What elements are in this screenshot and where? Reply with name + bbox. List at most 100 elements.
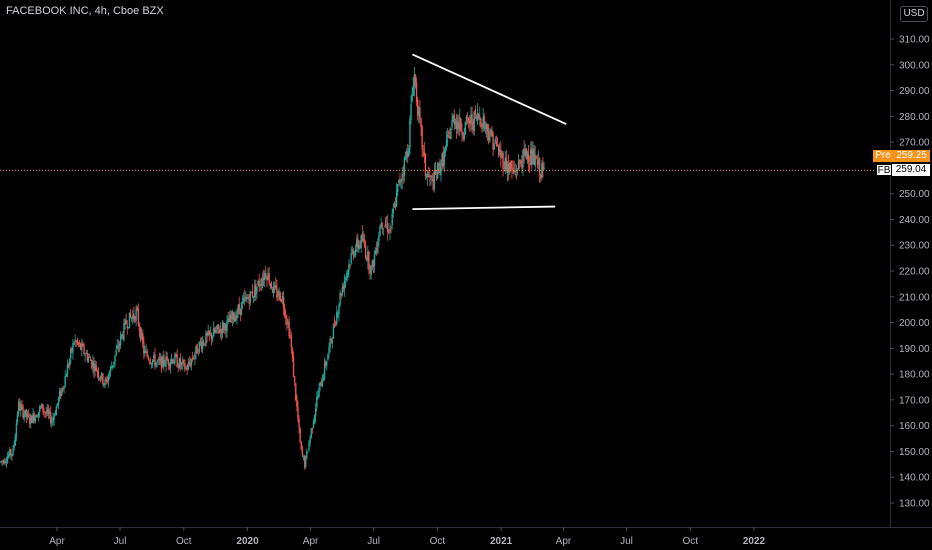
candle-body [65, 375, 67, 377]
candle-body [352, 250, 355, 256]
candle-body [381, 222, 383, 228]
candle-body [114, 355, 116, 362]
candle-body [505, 157, 508, 171]
candle-body [277, 295, 279, 297]
candle-body [1, 460, 3, 462]
candle-body [333, 322, 336, 326]
candle-body [415, 81, 418, 102]
candle-body [60, 390, 62, 397]
x-tick-label: Apr [303, 536, 319, 547]
candle-body [395, 190, 398, 206]
candle-body [123, 323, 125, 341]
candle-body [458, 122, 460, 129]
candle-body [149, 362, 152, 364]
candle-body [295, 383, 297, 400]
symbol-title: FACEBOOK INC, 4h, Cboe BZX [6, 5, 164, 17]
candle-body [387, 222, 389, 233]
candle-body [317, 395, 319, 399]
candle-body [310, 428, 312, 437]
candle-body [520, 160, 522, 164]
candle-body [283, 307, 286, 316]
candle-body [91, 360, 93, 368]
candle-body [443, 150, 445, 166]
candle-body [370, 266, 372, 275]
candle-body [22, 406, 24, 418]
candle-body [534, 154, 536, 167]
candle-body [156, 361, 158, 362]
candle-body [82, 344, 84, 346]
candle-body [45, 412, 48, 414]
candle-body [159, 358, 162, 361]
y-tick-label: 310.00 [899, 35, 930, 46]
candle-body [57, 397, 60, 405]
candle-body [489, 138, 491, 142]
candle-body [229, 314, 232, 323]
candle-body [85, 353, 87, 354]
candle-body [81, 343, 83, 350]
candle-body [89, 358, 92, 361]
candle-body [336, 312, 338, 324]
candle-body [299, 428, 301, 443]
candle-body [216, 325, 218, 330]
candle-body [117, 346, 120, 348]
candle-body [486, 124, 489, 132]
candle-body [366, 258, 368, 260]
candle-body [323, 362, 326, 378]
candle-body [462, 136, 464, 138]
y-tick-label: 270.00 [899, 138, 930, 149]
candle-body [71, 348, 73, 352]
candle-body [7, 454, 10, 458]
candle-body [19, 402, 21, 411]
x-tick-label: Oct [430, 536, 446, 547]
candle-body [331, 339, 334, 343]
currency-button[interactable]: USD [900, 6, 928, 22]
candle-body [46, 409, 49, 414]
candle-body [14, 435, 16, 446]
candle-body [252, 296, 255, 298]
trendline-upper[interactable] [412, 53, 567, 125]
candle-body [13, 444, 15, 448]
candle-body [10, 449, 12, 456]
candle-body [105, 378, 107, 381]
candle-body [424, 153, 427, 177]
candle-body [78, 343, 81, 345]
candle-body [430, 176, 432, 177]
candle-body [503, 168, 505, 170]
candle-body [405, 150, 408, 158]
candle-body [164, 365, 166, 366]
trendline-lower[interactable] [412, 205, 556, 211]
candle-body [507, 163, 510, 173]
candle-body [215, 330, 217, 333]
candle-body [286, 318, 288, 325]
candle-body [113, 361, 115, 365]
candle-body [132, 315, 134, 320]
y-tick-label: 130.00 [899, 499, 930, 510]
candle-body [275, 285, 277, 289]
candle-body [194, 354, 196, 359]
candle-body [416, 99, 419, 117]
candle-body [21, 404, 23, 407]
candle-body [402, 174, 404, 176]
candle-body [138, 324, 141, 331]
candle-body [436, 163, 439, 179]
candle-body [385, 224, 388, 226]
candle-body [319, 381, 321, 387]
candle-body [213, 328, 215, 337]
candle-body [43, 411, 45, 413]
y-tick-label: 250.00 [899, 189, 930, 200]
candle-body [448, 132, 450, 134]
last-price-badge: FB 259.04 [876, 164, 930, 176]
candle-body [530, 149, 532, 166]
candle-body [109, 366, 112, 372]
candle-body [428, 175, 430, 178]
y-tick-label: 210.00 [899, 292, 930, 303]
candle-body [178, 358, 181, 368]
candle-body [150, 363, 153, 365]
x-tick-label: 2021 [490, 536, 513, 547]
candle-body [111, 366, 113, 369]
candle-body [184, 363, 186, 370]
candle-body [224, 324, 226, 329]
candle-body [237, 305, 239, 314]
candle-body [426, 173, 429, 177]
